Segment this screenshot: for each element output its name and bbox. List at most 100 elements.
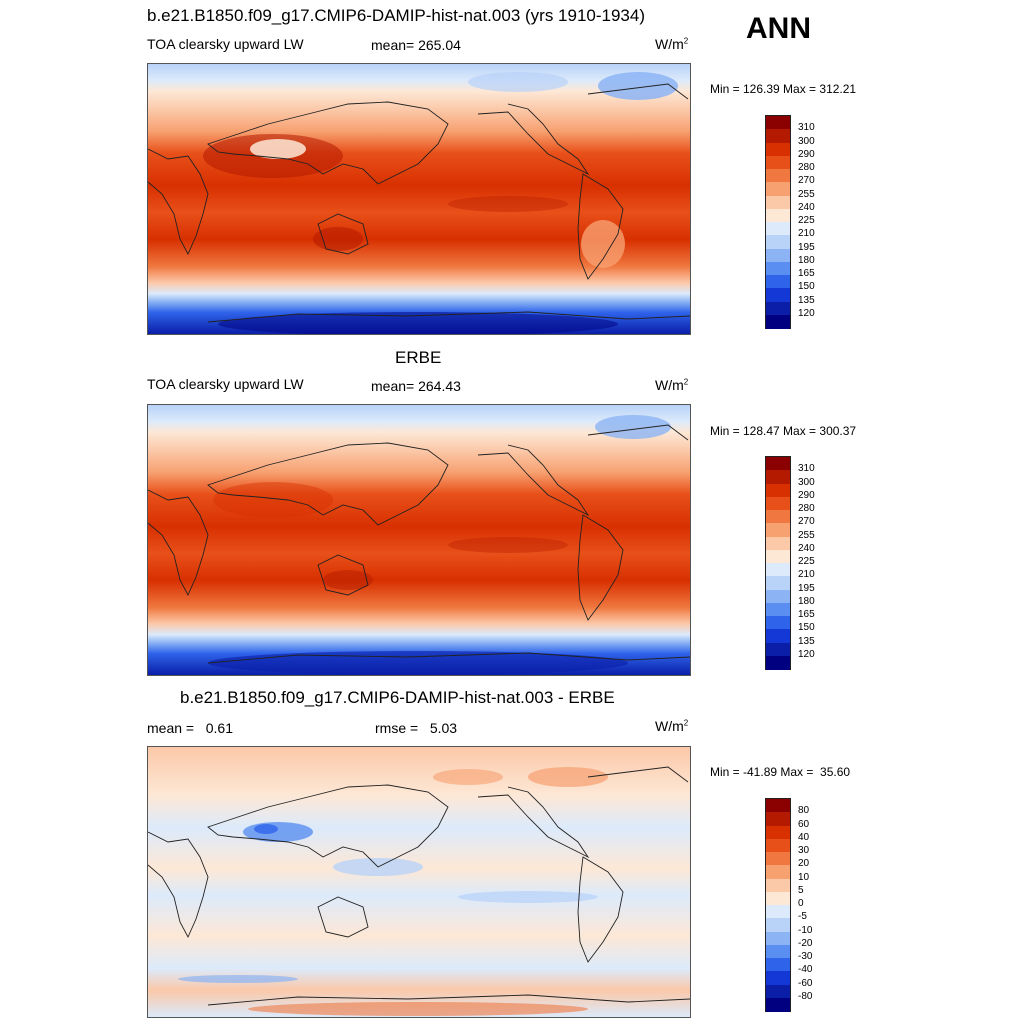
panel-model-colorbar-boxes <box>766 116 790 329</box>
panel-model-mean-label: mean= 265.04 <box>371 37 461 53</box>
panel-obs-units: W/m2 <box>655 377 689 393</box>
colorbar-tick-label: 310 <box>798 463 815 475</box>
colorbar-swatch <box>766 523 790 537</box>
colorbar-swatch <box>766 812 790 826</box>
colorbar-swatch <box>766 314 790 329</box>
obs-field-map <box>148 405 690 675</box>
colorbar-tick-label: 0 <box>798 898 804 909</box>
colorbar-swatch <box>766 865 790 879</box>
colorbar-tick-label: -40 <box>798 964 813 976</box>
colorbar-tick-label: 290 <box>798 489 815 501</box>
colorbar-tick-label: 210 <box>798 228 815 240</box>
colorbar-tick-label: 165 <box>798 609 815 620</box>
colorbar-tick-label: 135 <box>798 294 815 306</box>
panel-diff-map <box>147 746 691 1018</box>
colorbar-tick-label: 195 <box>798 582 815 594</box>
colorbar-tick-label: -5 <box>798 911 807 923</box>
colorbar-swatch <box>766 799 790 813</box>
panel-model-units: W/m2 <box>655 36 689 52</box>
colorbar-swatch <box>766 222 790 236</box>
panel-model-map <box>147 63 691 335</box>
colorbar-tick-label: -10 <box>798 924 813 936</box>
colorbar-swatch <box>766 576 790 590</box>
colorbar-tick-label: 300 <box>798 476 815 488</box>
colorbar-swatch <box>766 235 790 249</box>
colorbar-swatch <box>766 510 790 524</box>
colorbar-swatch <box>766 275 790 289</box>
colorbar-tick-label: 80 <box>798 805 810 817</box>
colorbar-tick-label: -30 <box>798 951 813 962</box>
colorbar-tick-label: 5 <box>798 884 804 896</box>
colorbar-swatch <box>766 905 790 919</box>
colorbar-swatch <box>766 457 790 471</box>
colorbar-swatch <box>766 918 790 932</box>
colorbar-swatch <box>766 589 790 604</box>
colorbar-tick-label: 240 <box>798 201 815 213</box>
colorbar-tick-label: 310 <box>798 122 815 134</box>
colorbar-tick-label: 210 <box>798 569 815 581</box>
colorbar-swatch <box>766 195 790 210</box>
colorbar-tick-label: 135 <box>798 635 815 647</box>
colorbar-swatch <box>766 288 790 302</box>
colorbar-tick-label: 150 <box>798 281 815 293</box>
colorbar-swatch <box>766 616 790 630</box>
colorbar-swatch <box>766 301 790 316</box>
colorbar-tick-label: 255 <box>798 188 815 200</box>
colorbar-swatch <box>766 496 790 511</box>
colorbar-tick-label: 270 <box>798 175 815 187</box>
panel-obs-title: ERBE <box>395 348 442 367</box>
colorbar-tick-label: -60 <box>798 977 813 989</box>
colorbar-tick-label: -20 <box>798 937 813 949</box>
colorbar-swatch <box>766 182 790 196</box>
panel-diff-mean-label: mean = 0.61 <box>147 720 234 736</box>
panel-obs-map <box>147 404 691 676</box>
colorbar-tick-label: 195 <box>798 241 815 253</box>
colorbar-swatch <box>766 470 790 484</box>
panel-diff-title: b.e21.B1850.f09_g17.CMIP6-DAMIP-hist-nat… <box>180 688 615 707</box>
colorbar-swatch <box>766 642 790 657</box>
colorbar-tick-label: 255 <box>798 529 815 541</box>
colorbar-tick-label: 40 <box>798 831 810 843</box>
panel-diff-units: W/m2 <box>655 718 689 734</box>
colorbar-swatch <box>766 142 790 157</box>
colorbar-tick-label: 180 <box>798 254 815 266</box>
colorbar-tick-label: 280 <box>798 503 815 514</box>
season-label: ANN <box>746 12 811 45</box>
colorbar-tick-label: 290 <box>798 148 815 160</box>
colorbar-tick-label: 10 <box>798 871 810 883</box>
panel-model-variable-label: TOA clearsky upward LW <box>147 36 304 52</box>
colorbar-tick-label: 30 <box>798 845 810 856</box>
colorbar-swatch <box>766 483 790 498</box>
panel-diff-colorbar-boxes <box>766 799 790 1012</box>
panel-diff-colorbar <box>765 798 791 1012</box>
colorbar-tick-label: 225 <box>798 215 815 226</box>
panel-obs-mean-label: mean= 264.43 <box>371 378 461 394</box>
panel-model-minmax: Min = 126.39 Max = 312.21 <box>710 82 857 96</box>
colorbar-swatch <box>766 129 790 143</box>
colorbar-swatch <box>766 261 790 276</box>
colorbar-swatch <box>766 944 790 959</box>
panel-obs-minmax: Min = 128.47 Max = 300.37 <box>710 424 857 438</box>
colorbar-tick-label: 120 <box>798 307 815 319</box>
colorbar-swatch <box>766 208 790 223</box>
colorbar-swatch <box>766 655 790 670</box>
panel-model-title: b.e21.B1850.f09_g17.CMIP6-DAMIP-hist-nat… <box>147 6 645 25</box>
colorbar-tick-label: 120 <box>798 648 815 660</box>
panel-model-colorbar <box>765 115 791 329</box>
panel-diff-rmse-label: rmse = 5.03 <box>375 720 458 736</box>
colorbar-tick-label: 225 <box>798 556 815 567</box>
colorbar-swatch <box>766 825 790 840</box>
panel-diff-minmax: Min = -41.89 Max = 35.60 <box>710 765 851 779</box>
colorbar-tick-label: 150 <box>798 622 815 634</box>
colorbar-tick-label: -80 <box>798 990 813 1002</box>
colorbar-swatch <box>766 852 790 866</box>
panel-obs-variable-label: TOA clearsky upward LW <box>147 376 304 392</box>
colorbar-swatch <box>766 248 790 263</box>
colorbar-swatch <box>766 155 790 170</box>
colorbar-tick-label: 280 <box>798 162 815 173</box>
colorbar-swatch <box>766 971 790 985</box>
colorbar-swatch <box>766 931 790 946</box>
colorbar-swatch <box>766 891 790 906</box>
colorbar-tick-label: 165 <box>798 268 815 279</box>
colorbar-tick-label: 240 <box>798 542 815 554</box>
